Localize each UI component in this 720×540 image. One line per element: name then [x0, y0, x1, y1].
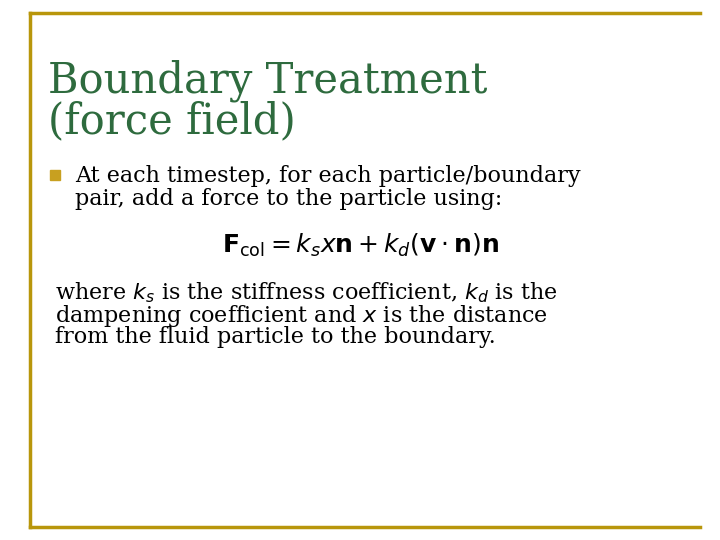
- Text: where $k_s$ is the stiffness coefficient, $k_d$ is the: where $k_s$ is the stiffness coefficient…: [55, 280, 558, 305]
- Text: from the fluid particle to the boundary.: from the fluid particle to the boundary.: [55, 326, 496, 348]
- Text: At each timestep, for each particle/boundary: At each timestep, for each particle/boun…: [75, 165, 580, 187]
- Text: pair, add a force to the particle using:: pair, add a force to the particle using:: [75, 188, 503, 210]
- Text: (force field): (force field): [48, 100, 296, 142]
- Text: dampening coefficient and $x$ is the distance: dampening coefficient and $x$ is the dis…: [55, 303, 548, 329]
- Text: $\mathbf{F}_{\mathrm{col}} = k_s x\mathbf{n} + k_d (\mathbf{v} \cdot \mathbf{n}): $\mathbf{F}_{\mathrm{col}} = k_s x\mathb…: [222, 232, 498, 259]
- Text: Boundary Treatment: Boundary Treatment: [48, 60, 487, 103]
